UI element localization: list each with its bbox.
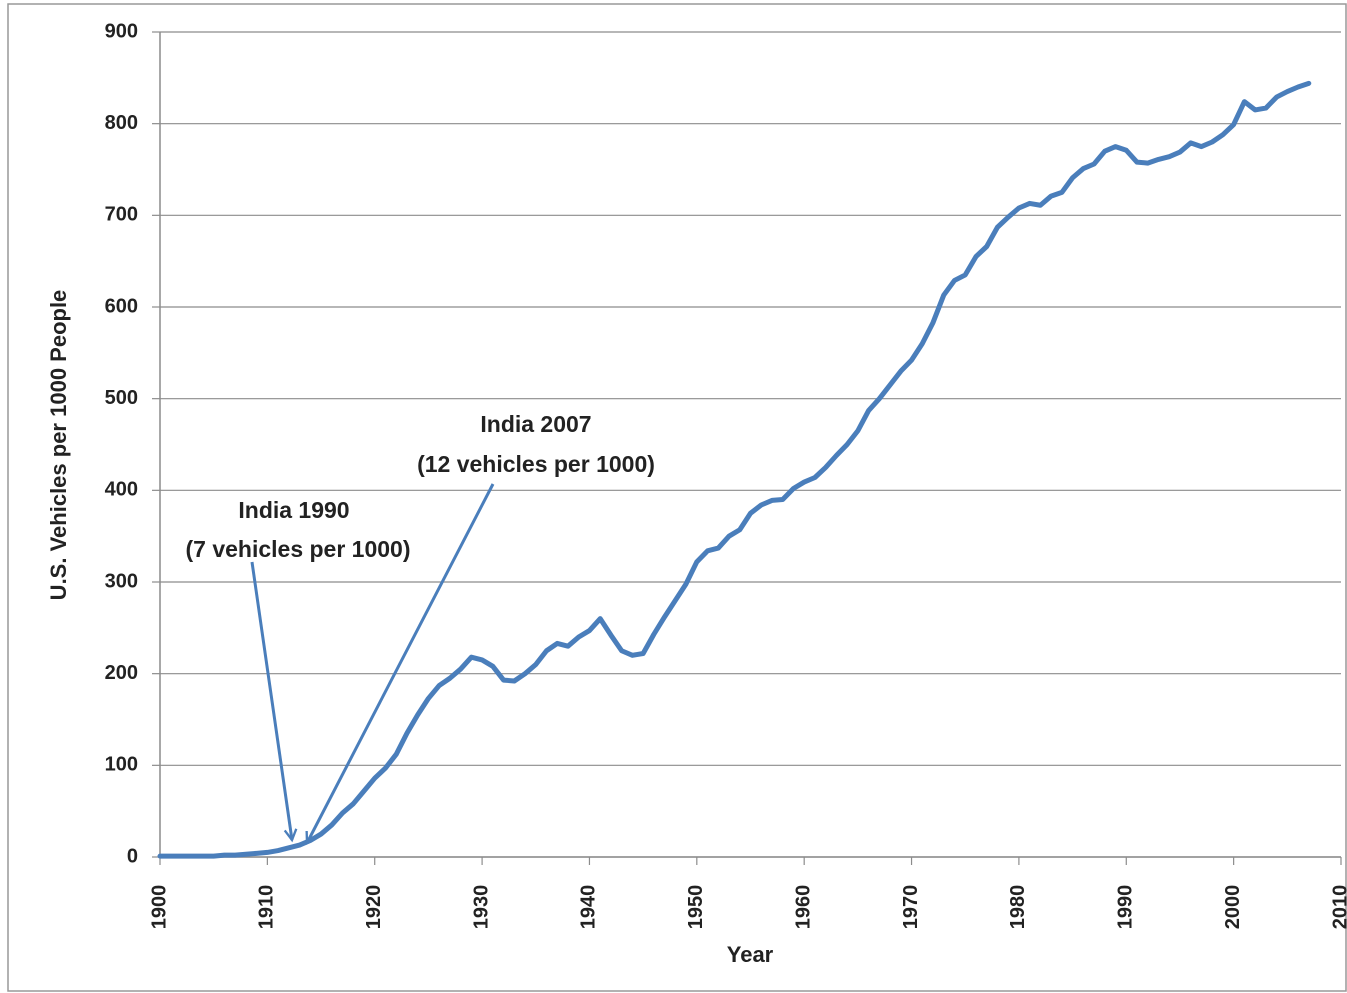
x-axis-title: Year: [727, 942, 774, 967]
annotation-arrow: [250, 561, 292, 840]
x-tick-label: 1970: [900, 885, 922, 930]
y-tick-label: 200: [105, 662, 138, 684]
y-tick-label: 500: [105, 387, 138, 409]
x-tick-label: 1950: [685, 885, 707, 930]
y-tick-label: 300: [105, 570, 138, 592]
annotation: (7 vehicles per 1000): [185, 536, 410, 562]
y-tick-label: 100: [105, 754, 138, 776]
data-line: [157, 80, 1312, 859]
y-tick-label: 700: [105, 204, 138, 226]
annotation: (12 vehicles per 1000): [417, 451, 655, 477]
annotation-arrow: [307, 483, 495, 843]
x-tick-label: 1900: [148, 885, 170, 930]
x-tick-label: 1960: [792, 885, 814, 930]
x-tick-label: 2010: [1329, 885, 1347, 930]
y-axis-title: U.S. Vehicles per 1000 People: [46, 290, 71, 601]
y-tick-label: 800: [105, 112, 138, 134]
frame: [7, 3, 1347, 992]
y-tick-label: 400: [105, 479, 138, 501]
x-tick-label: 1990: [1115, 885, 1137, 930]
y-tick-label: 600: [105, 295, 138, 317]
x-tick-label: 1920: [363, 885, 385, 930]
x-tick-label: 2000: [1222, 885, 1244, 930]
y-tick-label: 0: [127, 845, 138, 867]
y-tick-label: 900: [105, 20, 138, 42]
annotation: India 2007: [480, 411, 591, 437]
x-tick-label: 1940: [578, 885, 600, 930]
x-tick-label: 1980: [1007, 885, 1029, 930]
x-tick-label: 1910: [256, 885, 278, 930]
annotation: India 1990: [238, 497, 349, 523]
x-tick-label: 1930: [470, 885, 492, 930]
